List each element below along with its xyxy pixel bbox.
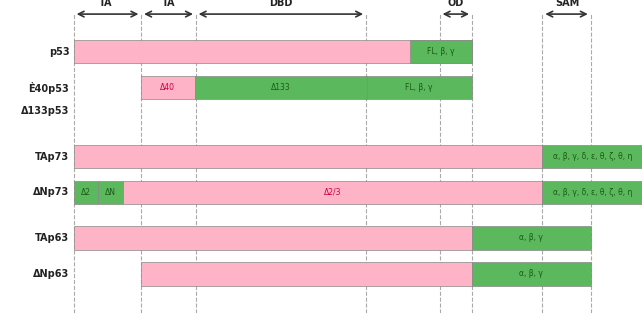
Text: TA: TA (162, 0, 176, 8)
Text: Δ133: Δ133 (271, 83, 290, 92)
Text: TAp73: TAp73 (35, 151, 69, 162)
FancyBboxPatch shape (74, 181, 98, 204)
FancyBboxPatch shape (74, 226, 472, 250)
FancyBboxPatch shape (98, 181, 123, 204)
Text: FL, β, γ: FL, β, γ (427, 47, 455, 56)
Text: α, β, γ: α, β, γ (519, 269, 543, 278)
Text: TA: TA (99, 0, 113, 8)
Text: FL, β, γ: FL, β, γ (406, 83, 433, 92)
Text: Ѐ40p53: Ѐ40p53 (29, 82, 69, 94)
Text: p53: p53 (49, 47, 69, 57)
FancyBboxPatch shape (195, 76, 367, 100)
Text: OD: OD (447, 0, 464, 8)
Text: α, β, γ: α, β, γ (519, 233, 543, 242)
Text: DBD: DBD (269, 0, 292, 8)
FancyBboxPatch shape (542, 145, 642, 168)
FancyBboxPatch shape (141, 262, 472, 285)
Text: α, β, γ, δ, ε, θ, ζ, θ, η: α, β, γ, δ, ε, θ, ζ, θ, η (553, 152, 632, 161)
Text: ΔNp63: ΔNp63 (33, 269, 69, 279)
FancyBboxPatch shape (542, 181, 642, 204)
Text: TAp63: TAp63 (35, 233, 69, 243)
FancyBboxPatch shape (141, 76, 195, 100)
Text: α, β, γ, δ, ε, θ, ζ, θ, η: α, β, γ, δ, ε, θ, ζ, θ, η (553, 188, 632, 197)
Text: ΔNp73: ΔNp73 (33, 187, 69, 198)
FancyBboxPatch shape (472, 226, 591, 250)
Text: ΔN: ΔN (105, 188, 116, 197)
Text: Δ133p53: Δ133p53 (21, 106, 69, 116)
FancyBboxPatch shape (472, 262, 591, 285)
FancyBboxPatch shape (74, 40, 472, 63)
FancyBboxPatch shape (367, 76, 472, 100)
Text: Δ2: Δ2 (81, 188, 91, 197)
Text: SAM: SAM (555, 0, 579, 8)
Text: Δ2/3: Δ2/3 (324, 188, 342, 197)
FancyBboxPatch shape (123, 181, 542, 204)
FancyBboxPatch shape (410, 40, 472, 63)
Text: Δ40: Δ40 (160, 83, 175, 92)
FancyBboxPatch shape (74, 145, 542, 168)
